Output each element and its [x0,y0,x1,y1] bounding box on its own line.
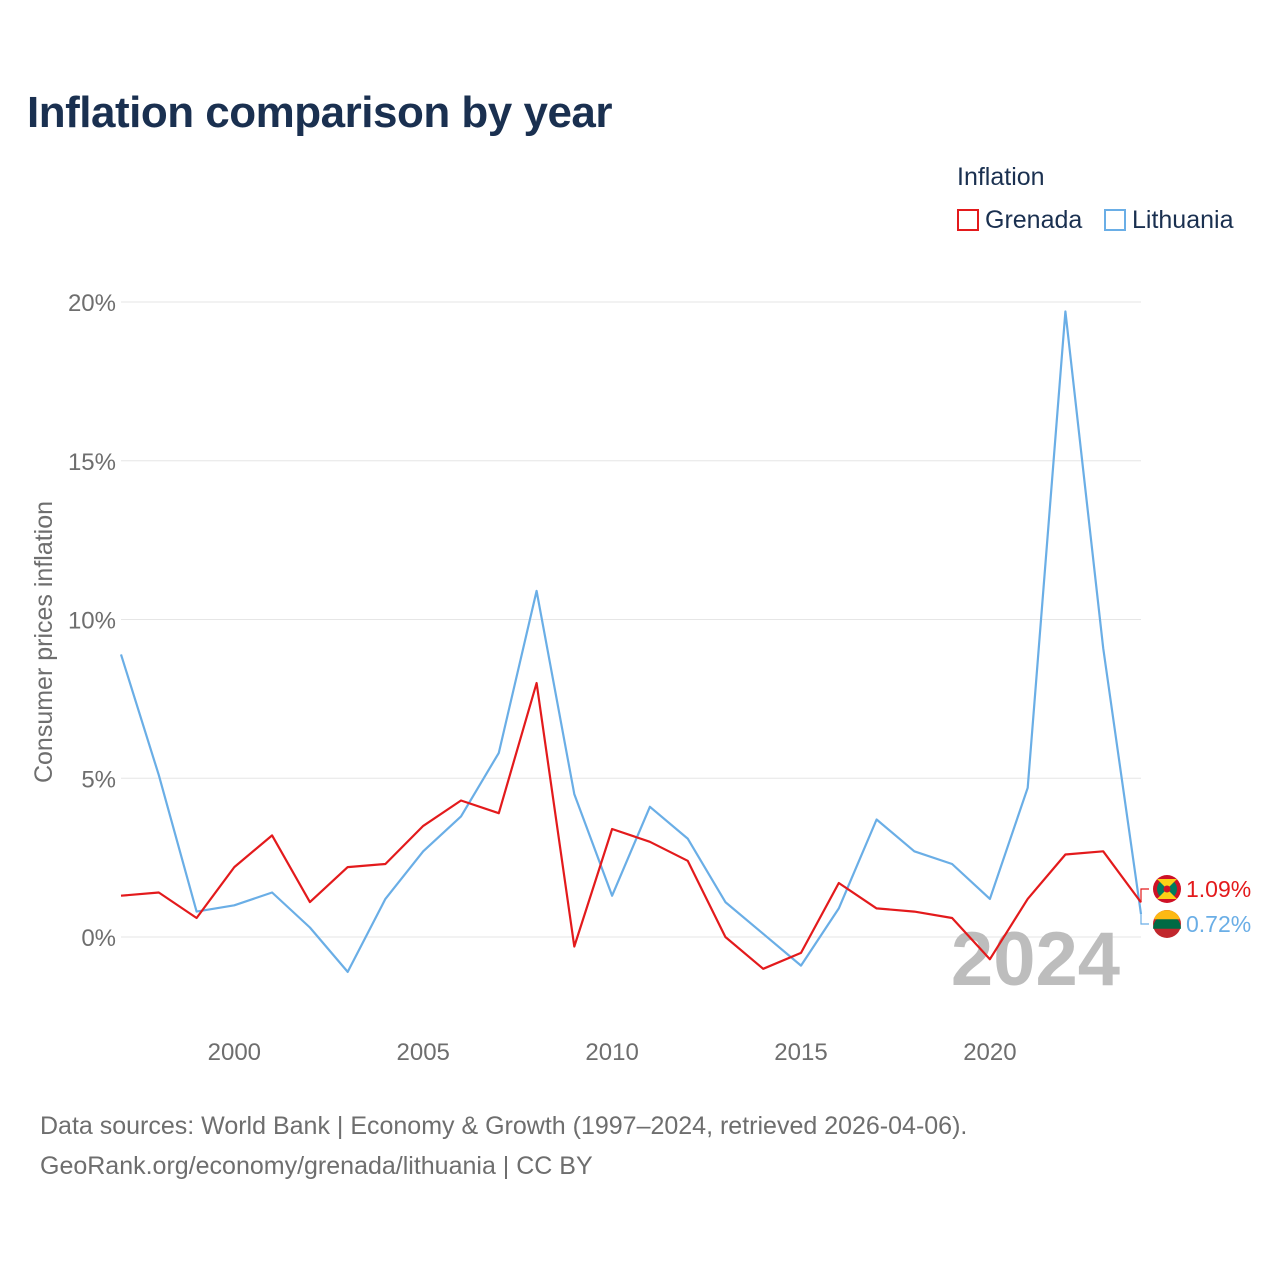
line-chart: 0% 5% 10% 15% 20% 2000 2005 2010 2015 2020 Consu… [30,290,1251,1066]
y-axis-label: Consumer prices inflation [30,501,58,783]
legend-item-grenada[interactable]: Grenada [957,205,1082,235]
flag-grenada-center [1163,885,1171,893]
y-tick-label: 20% [68,290,116,317]
legend-title: Inflation [957,163,1045,191]
x-axis-ticks: 2000 2005 2010 2015 2020 [208,1039,1017,1066]
y-tick-label: 15% [68,449,116,476]
series-line-grenada [120,681,1142,970]
x-tick-label: 2000 [208,1039,261,1066]
legend-swatch-grenada [957,209,979,231]
series-group [119,310,1143,974]
y-tick-label: 0% [81,925,116,952]
flag-lithuania-yellow [1153,910,1181,920]
connector-lithuania [1140,914,1149,925]
end-label-grenada: 1.09% [1186,876,1251,902]
legend-item-lithuania[interactable]: Lithuania [1104,205,1233,235]
footer: Data sources: World Bank | Economy & Gro… [40,1106,967,1186]
flag-icon-lithuania [1153,910,1181,938]
x-tick-label: 2015 [774,1039,827,1066]
flag-grenada-triangle-bottom [1157,889,1177,899]
connector-grenada [1140,888,1149,903]
legend-label-grenada: Grenada [985,205,1083,234]
footer-credit: GeoRank.org/economy/grenada/lithuania | … [40,1152,593,1180]
flag-grenada-triangle-top [1157,879,1177,889]
end-labels: 1.09% 0.72% [1140,875,1251,938]
year-watermark: 2024 [951,917,1120,1002]
y-tick-label: 5% [81,766,116,793]
flag-icon-grenada [1153,875,1181,903]
chart-title: Inflation comparison by year [27,88,613,137]
legend-label-lithuania: Lithuania [1132,205,1234,234]
y-tick-label: 10% [68,608,116,635]
series-line-lithuania [119,310,1143,974]
legend-swatch-lithuania [1104,209,1126,231]
x-tick-label: 2020 [963,1039,1016,1066]
x-tick-label: 2005 [397,1039,450,1066]
y-axis-ticks: 0% 5% 10% 15% 20% [68,290,116,952]
x-tick-label: 2010 [585,1039,638,1066]
footer-sources: Data sources: World Bank | Economy & Gro… [40,1112,968,1140]
grid-lines [121,301,1141,938]
end-label-lithuania: 0.72% [1186,911,1251,937]
